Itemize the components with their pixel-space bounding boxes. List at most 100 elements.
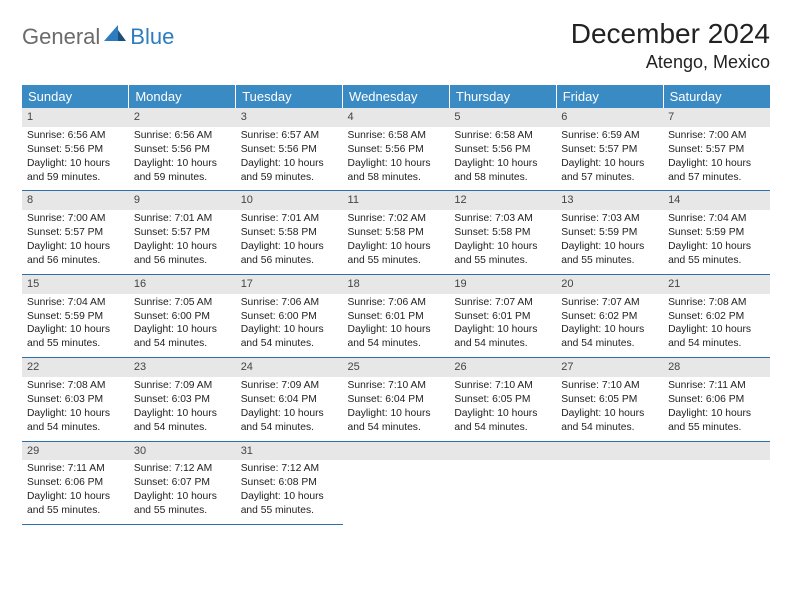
calendar-day-cell: 19Sunrise: 7:07 AMSunset: 6:01 PMDayligh… [449, 274, 556, 357]
location-label: Atengo, Mexico [571, 52, 770, 73]
day-details: Sunrise: 7:10 AMSunset: 6:05 PMDaylight:… [556, 377, 663, 441]
sunset-line: Sunset: 5:57 PM [668, 143, 765, 157]
day-number: 16 [129, 275, 236, 294]
calendar-day-cell: 29Sunrise: 7:11 AMSunset: 6:06 PMDayligh… [22, 441, 129, 524]
sunrise-line: Sunrise: 7:06 AM [348, 296, 445, 310]
day-number: 26 [449, 358, 556, 377]
day-number: 19 [449, 275, 556, 294]
calendar-day-cell: 3Sunrise: 6:57 AMSunset: 5:56 PMDaylight… [236, 108, 343, 191]
weekday-header: Monday [129, 85, 236, 108]
day-details: Sunrise: 7:10 AMSunset: 6:04 PMDaylight:… [343, 377, 450, 441]
calendar-day-cell: 7Sunrise: 7:00 AMSunset: 5:57 PMDaylight… [663, 108, 770, 191]
calendar-empty-cell [663, 441, 770, 524]
sunrise-line: Sunrise: 7:12 AM [241, 462, 338, 476]
day-number: 1 [22, 108, 129, 127]
day-details: Sunrise: 6:56 AMSunset: 5:56 PMDaylight:… [22, 127, 129, 191]
calendar-empty-cell [343, 441, 450, 524]
empty-day-number [449, 442, 556, 461]
day-number: 20 [556, 275, 663, 294]
daylight-line: Daylight: 10 hours and 54 minutes. [27, 407, 124, 435]
calendar-day-cell: 30Sunrise: 7:12 AMSunset: 6:07 PMDayligh… [129, 441, 236, 524]
calendar-day-cell: 13Sunrise: 7:03 AMSunset: 5:59 PMDayligh… [556, 191, 663, 274]
calendar-empty-cell [449, 441, 556, 524]
day-details: Sunrise: 7:10 AMSunset: 6:05 PMDaylight:… [449, 377, 556, 441]
day-number: 22 [22, 358, 129, 377]
sunrise-line: Sunrise: 6:56 AM [27, 129, 124, 143]
sunrise-line: Sunrise: 6:56 AM [134, 129, 231, 143]
calendar-day-cell: 21Sunrise: 7:08 AMSunset: 6:02 PMDayligh… [663, 274, 770, 357]
sunset-line: Sunset: 5:57 PM [134, 226, 231, 240]
day-details: Sunrise: 7:00 AMSunset: 5:57 PMDaylight:… [663, 127, 770, 191]
calendar-week-row: 8Sunrise: 7:00 AMSunset: 5:57 PMDaylight… [22, 191, 770, 274]
month-year-title: December 2024 [571, 18, 770, 50]
sunrise-line: Sunrise: 7:11 AM [27, 462, 124, 476]
calendar-day-cell: 25Sunrise: 7:10 AMSunset: 6:04 PMDayligh… [343, 358, 450, 441]
sunset-line: Sunset: 6:08 PM [241, 476, 338, 490]
day-number: 18 [343, 275, 450, 294]
day-number: 28 [663, 358, 770, 377]
sunset-line: Sunset: 6:03 PM [27, 393, 124, 407]
day-details: Sunrise: 7:07 AMSunset: 6:01 PMDaylight:… [449, 294, 556, 358]
daylight-line: Daylight: 10 hours and 54 minutes. [454, 323, 551, 351]
day-number: 30 [129, 442, 236, 461]
calendar-day-cell: 16Sunrise: 7:05 AMSunset: 6:00 PMDayligh… [129, 274, 236, 357]
daylight-line: Daylight: 10 hours and 54 minutes. [134, 323, 231, 351]
weekday-header: Wednesday [343, 85, 450, 108]
calendar-day-cell: 11Sunrise: 7:02 AMSunset: 5:58 PMDayligh… [343, 191, 450, 274]
weekday-header: Sunday [22, 85, 129, 108]
sunset-line: Sunset: 6:06 PM [668, 393, 765, 407]
day-details: Sunrise: 7:01 AMSunset: 5:58 PMDaylight:… [236, 210, 343, 274]
sunrise-line: Sunrise: 7:02 AM [348, 212, 445, 226]
day-number: 29 [22, 442, 129, 461]
daylight-line: Daylight: 10 hours and 57 minutes. [561, 157, 658, 185]
day-details: Sunrise: 7:08 AMSunset: 6:03 PMDaylight:… [22, 377, 129, 441]
daylight-line: Daylight: 10 hours and 55 minutes. [241, 490, 338, 518]
sunset-line: Sunset: 6:05 PM [454, 393, 551, 407]
day-details: Sunrise: 7:03 AMSunset: 5:59 PMDaylight:… [556, 210, 663, 274]
logo-text-blue: Blue [130, 24, 174, 50]
calendar-table: SundayMondayTuesdayWednesdayThursdayFrid… [22, 85, 770, 525]
sunrise-line: Sunrise: 7:11 AM [668, 379, 765, 393]
empty-day-number [556, 442, 663, 461]
day-number: 2 [129, 108, 236, 127]
daylight-line: Daylight: 10 hours and 54 minutes. [561, 323, 658, 351]
daylight-line: Daylight: 10 hours and 59 minutes. [134, 157, 231, 185]
calendar-day-cell: 14Sunrise: 7:04 AMSunset: 5:59 PMDayligh… [663, 191, 770, 274]
daylight-line: Daylight: 10 hours and 56 minutes. [27, 240, 124, 268]
sunrise-line: Sunrise: 6:57 AM [241, 129, 338, 143]
sunset-line: Sunset: 5:58 PM [454, 226, 551, 240]
daylight-line: Daylight: 10 hours and 54 minutes. [134, 407, 231, 435]
day-number: 10 [236, 191, 343, 210]
daylight-line: Daylight: 10 hours and 59 minutes. [241, 157, 338, 185]
daylight-line: Daylight: 10 hours and 55 minutes. [561, 240, 658, 268]
daylight-line: Daylight: 10 hours and 55 minutes. [668, 407, 765, 435]
sunrise-line: Sunrise: 7:01 AM [241, 212, 338, 226]
title-block: December 2024 Atengo, Mexico [571, 18, 770, 73]
sunrise-line: Sunrise: 7:08 AM [27, 379, 124, 393]
sunset-line: Sunset: 5:57 PM [561, 143, 658, 157]
daylight-line: Daylight: 10 hours and 57 minutes. [668, 157, 765, 185]
day-number: 23 [129, 358, 236, 377]
day-details: Sunrise: 7:09 AMSunset: 6:03 PMDaylight:… [129, 377, 236, 441]
sunrise-line: Sunrise: 6:58 AM [454, 129, 551, 143]
calendar-day-cell: 1Sunrise: 6:56 AMSunset: 5:56 PMDaylight… [22, 108, 129, 191]
sunrise-line: Sunrise: 7:08 AM [668, 296, 765, 310]
day-details: Sunrise: 7:06 AMSunset: 6:00 PMDaylight:… [236, 294, 343, 358]
header: General Blue December 2024 Atengo, Mexic… [22, 18, 770, 73]
sunset-line: Sunset: 5:56 PM [454, 143, 551, 157]
day-details: Sunrise: 7:11 AMSunset: 6:06 PMDaylight:… [22, 460, 129, 524]
day-details: Sunrise: 7:04 AMSunset: 5:59 PMDaylight:… [22, 294, 129, 358]
sunset-line: Sunset: 6:02 PM [668, 310, 765, 324]
day-number: 9 [129, 191, 236, 210]
day-number: 31 [236, 442, 343, 461]
sunrise-line: Sunrise: 7:06 AM [241, 296, 338, 310]
day-number: 12 [449, 191, 556, 210]
daylight-line: Daylight: 10 hours and 56 minutes. [134, 240, 231, 268]
day-number: 5 [449, 108, 556, 127]
day-number: 7 [663, 108, 770, 127]
sunset-line: Sunset: 6:07 PM [134, 476, 231, 490]
sunset-line: Sunset: 6:04 PM [348, 393, 445, 407]
day-number: 27 [556, 358, 663, 377]
sunset-line: Sunset: 5:56 PM [241, 143, 338, 157]
daylight-line: Daylight: 10 hours and 55 minutes. [27, 323, 124, 351]
